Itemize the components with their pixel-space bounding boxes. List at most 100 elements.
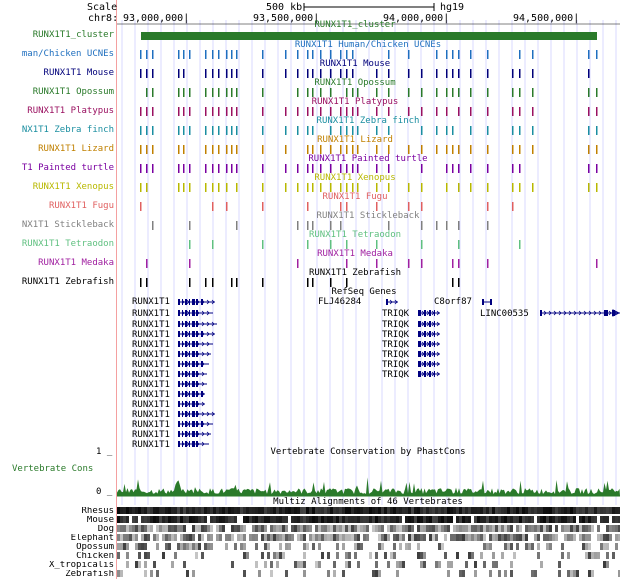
gene-strand-arrow — [421, 310, 425, 316]
multiz-block — [387, 516, 390, 523]
species-label-dog[interactable]: Dog — [97, 525, 114, 534]
scale-value: 500 kb — [266, 2, 303, 13]
track-label-tetraodon[interactable]: RUNX1T1 Tetraodon — [21, 239, 114, 249]
species-label-x-tropicalis[interactable]: X_tropicalis — [48, 561, 114, 570]
track-label-cluster[interactable]: RUNX1T1_cluster — [32, 30, 114, 40]
multiz-block — [564, 534, 567, 541]
gene-strand-arrow — [394, 299, 398, 305]
gene-label-c8orf87[interactable]: C8orf87 — [434, 297, 472, 307]
feature-mark — [376, 107, 378, 116]
track-label-zebra-finch[interactable]: NX1T1 Zebra finch — [21, 125, 114, 135]
track-label-platypus[interactable]: RUNX1T1 Platypus — [27, 106, 114, 116]
gene-label-runx1t1[interactable]: RUNX1T1 — [132, 430, 170, 440]
gene-label-runx1t1[interactable]: RUNX1T1 — [132, 420, 170, 430]
gene-label-runx1t1[interactable]: RUNX1T1 — [132, 360, 170, 370]
gene-label-triqk[interactable]: TRIQK — [382, 309, 410, 319]
multiz-block — [255, 543, 258, 550]
feature-mark — [596, 259, 598, 268]
gene-label-triqk[interactable]: TRIQK — [382, 330, 410, 340]
multiz-block — [459, 534, 462, 541]
species-label-chicken[interactable]: Chicken — [76, 552, 114, 561]
feature-mark — [588, 164, 590, 173]
track-label-fugu[interactable]: RUNX1T1 Fugu — [48, 201, 114, 211]
track-label-lizard[interactable]: RUNX1T1 Lizard — [38, 144, 114, 154]
gene-exon — [424, 321, 426, 327]
gene-strand-arrow — [201, 310, 205, 316]
feature-mark — [452, 50, 454, 59]
gene-label-triqk[interactable]: TRIQK — [382, 350, 410, 360]
feature-mark — [183, 69, 185, 78]
multiz-block — [147, 516, 150, 523]
multiz-block — [420, 552, 423, 559]
multiz-block — [597, 507, 600, 514]
multiz-block — [303, 507, 306, 514]
multiz-block — [189, 516, 192, 523]
species-label-zebrafish[interactable]: Zebrafish — [65, 570, 114, 579]
gene-label-triqk[interactable]: TRIQK — [382, 340, 410, 350]
gene-label-runx1t1[interactable]: RUNX1T1 — [132, 297, 170, 307]
gene-exon — [178, 341, 180, 347]
gene-label-runx1t1[interactable]: RUNX1T1 — [132, 380, 170, 390]
gene-label-runx1t1[interactable]: RUNX1T1 — [132, 390, 170, 400]
track-label-painted-turtle[interactable]: T1 Painted turtle — [21, 163, 114, 173]
species-label-opossum[interactable]: Opossum — [76, 543, 114, 552]
feature-mark — [408, 107, 410, 116]
gene-label-triqk[interactable]: TRIQK — [382, 360, 410, 370]
multiz-block — [279, 507, 282, 514]
cons-min-label: 0 _ — [96, 487, 113, 497]
gene-label-flj46284[interactable]: FLJ46284 — [318, 297, 362, 307]
multiz-block — [270, 534, 273, 541]
track-label-zebrafish[interactable]: RUNX1T1 Zebrafish — [21, 277, 114, 287]
gene-exon — [185, 321, 187, 327]
multiz-block — [264, 525, 267, 532]
feature-mark — [218, 107, 220, 116]
multiz-block — [429, 516, 432, 523]
track-label-stickleback[interactable]: NX1T1 Stickleback — [21, 220, 114, 230]
multiz-block — [156, 570, 159, 577]
gene-strand-arrow — [186, 361, 190, 367]
gene-label-triqk[interactable]: TRIQK — [382, 320, 410, 330]
multiz-block — [483, 543, 486, 550]
gene-label-runx1t1[interactable]: RUNX1T1 — [132, 440, 170, 450]
multiz-block — [318, 516, 321, 523]
track-label-ucnes[interactable]: man/Chicken UCNEs — [21, 49, 114, 59]
feature-mark — [189, 240, 191, 249]
multiz-block — [156, 543, 159, 550]
multiz-block — [318, 543, 321, 550]
gene-label-linc00535[interactable]: LINC00535 — [480, 309, 529, 319]
species-label-rhesus[interactable]: Rhesus — [81, 507, 114, 516]
gene-label-triqk[interactable]: TRIQK — [382, 370, 410, 380]
feature-mark — [140, 278, 142, 287]
gene-label-runx1t1[interactable]: RUNX1T1 — [132, 350, 170, 360]
species-label-mouse[interactable]: Mouse — [86, 516, 114, 525]
track-label-xenopus[interactable]: RUNX1T1 Xenopus — [32, 182, 114, 192]
feature-mark — [330, 221, 332, 230]
track-label-vertebrate-cons[interactable]: Vertebrate Cons — [12, 464, 94, 474]
multiz-block — [180, 516, 183, 523]
track-label-opossum[interactable]: RUNX1T1 Opossum — [32, 87, 114, 97]
multiz-block — [423, 552, 426, 559]
track-label-medaka[interactable]: RUNX1T1 Medaka — [38, 258, 114, 268]
multiz-block — [540, 516, 543, 523]
gene-label-runx1t1[interactable]: RUNX1T1 — [132, 330, 170, 340]
gene-label-runx1t1[interactable]: RUNX1T1 — [132, 370, 170, 380]
track-label-mouse[interactable]: RUNX1T1 Mouse — [43, 68, 114, 78]
feature-mark — [330, 50, 332, 59]
feature-mark — [357, 88, 359, 97]
multiz-block — [153, 507, 156, 514]
multiz-block — [291, 507, 294, 514]
gene-label-runx1t1[interactable]: RUNX1T1 — [132, 320, 170, 330]
multiz-block — [219, 516, 222, 523]
gene-label-runx1t1[interactable]: RUNX1T1 — [132, 410, 170, 420]
gene-label-runx1t1[interactable]: RUNX1T1 — [132, 309, 170, 319]
multiz-block — [183, 543, 186, 550]
multiz-block — [462, 525, 465, 532]
gene-label-runx1t1[interactable]: RUNX1T1 — [132, 400, 170, 410]
track-title-painted-turtle: RUNX1T1 Painted turtle — [308, 154, 428, 164]
multiz-block — [411, 516, 414, 523]
gene-label-runx1t1[interactable]: RUNX1T1 — [132, 340, 170, 350]
species-label-elephant[interactable]: Elephant — [70, 534, 114, 543]
multiz-block — [243, 552, 246, 559]
